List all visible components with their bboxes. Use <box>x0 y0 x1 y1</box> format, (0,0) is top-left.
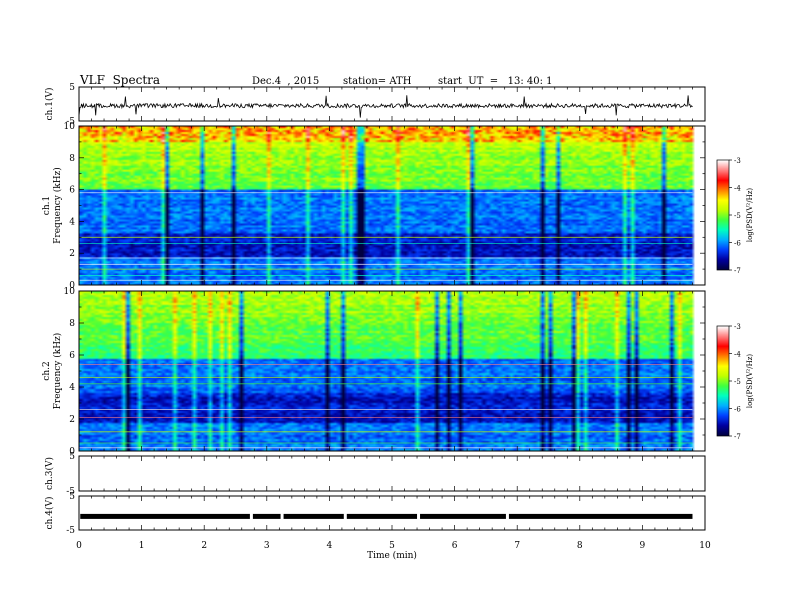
y-tick-label: -5 <box>66 526 75 536</box>
x-tick-label: 10 <box>699 541 711 551</box>
ch4-waveform-ylabel: ch.4(V) <box>44 497 55 530</box>
y-tick-label: -5 <box>66 117 75 127</box>
ch3-waveform-frame <box>78 455 706 492</box>
y-tick-label: 2 <box>69 249 75 259</box>
y-tick-label: 0 <box>69 281 75 291</box>
y-tick-label: 6 <box>69 351 75 361</box>
ch2-spectrogram-ylabel-channel: ch.2 <box>42 361 52 380</box>
colorbar-tick-label: -6 <box>734 406 741 414</box>
y-tick-label: 5 <box>69 452 75 462</box>
x-tick-label: 8 <box>577 541 583 551</box>
x-tick-label: 4 <box>327 541 333 551</box>
y-tick-label: 4 <box>69 217 75 227</box>
x-tick-label: 3 <box>264 541 270 551</box>
y-tick-label: -5 <box>66 487 75 497</box>
ch2-spectrogram-ylabel-frequency: Frequency (kHz) <box>52 333 63 410</box>
x-tick-label: 6 <box>452 541 458 551</box>
spectrogram-image <box>79 126 705 285</box>
station-label: station= ATH <box>343 76 412 87</box>
y-tick-label: 8 <box>69 319 75 329</box>
colorbar-tick-label: -5 <box>734 212 741 220</box>
colorbar-tick-label: -7 <box>734 433 741 441</box>
colorbar-2 <box>717 326 729 436</box>
ch4-gap <box>505 513 509 520</box>
spectrogram-image <box>79 291 705 451</box>
spectrogram-ch2 <box>79 291 705 451</box>
ch4-gap <box>249 513 253 520</box>
x-axis-label: Time (min) <box>367 550 417 561</box>
spectrogram-ch1 <box>79 126 705 285</box>
x-tick-label: 1 <box>139 541 145 551</box>
ch1-waveform-trace <box>78 95 693 118</box>
y-tick-label: 4 <box>69 383 75 393</box>
colorbar-tick-label: -4 <box>734 185 741 193</box>
x-tick-label: 5 <box>389 541 395 551</box>
y-tick-label: 5 <box>69 83 75 93</box>
y-tick-label: 0 <box>69 447 75 457</box>
x-tick-label: 0 <box>76 541 82 551</box>
ch4-gap <box>417 513 421 520</box>
start-time-label: start UT = 13: 40: 1 <box>438 76 553 87</box>
y-tick-label: 6 <box>69 186 75 196</box>
colorbar-tick-label: -6 <box>734 240 741 248</box>
colorbar-label: log(PSD(V²/Hz) <box>746 354 754 409</box>
colorbar-1 <box>717 160 729 270</box>
y-tick-label: 5 <box>69 492 75 502</box>
colorbar-tick-label: -7 <box>734 267 741 275</box>
x-tick-label: 7 <box>514 541 520 551</box>
ch4-gap <box>343 513 347 520</box>
ch1-waveform-ylabel: ch.1(V) <box>44 88 55 121</box>
y-tick-label: 2 <box>69 415 75 425</box>
ch1-spectrogram-ylabel-channel: ch.1 <box>42 196 52 215</box>
ch4-gap <box>280 513 284 520</box>
x-tick-label: 9 <box>640 541 646 551</box>
ch4-waveform-frame <box>78 495 706 531</box>
date-label: Dec.4 , 2015 <box>252 76 320 87</box>
colorbar-tick-label: -4 <box>734 351 741 359</box>
ch4-waveform-trace <box>80 513 693 519</box>
y-tick-label: 10 <box>64 287 76 297</box>
y-tick-label: 10 <box>64 122 76 132</box>
x-tick-label: 2 <box>201 541 207 551</box>
chart-title: VLF Spectra <box>80 73 161 87</box>
ch1-spectrogram-ylabel-frequency: Frequency (kHz) <box>52 167 63 244</box>
ch3-waveform-ylabel: ch.3(V) <box>44 457 55 490</box>
colorbar-tick-label: -3 <box>734 157 741 165</box>
y-tick-label: 8 <box>69 154 75 164</box>
colorbar-tick-label: -5 <box>734 378 741 386</box>
colorbar-label: log(PSD(V²/Hz) <box>746 188 754 243</box>
colorbar-tick-label: -3 <box>734 323 741 331</box>
